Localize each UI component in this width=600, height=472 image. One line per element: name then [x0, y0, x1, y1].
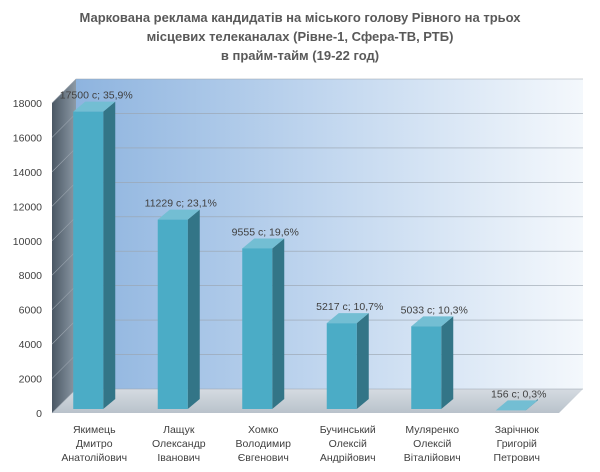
bar [495, 399, 538, 411]
bar-front [242, 248, 273, 409]
data-label: 5217 с; 10,7% [316, 301, 383, 313]
data-labels: 17500 с; 35,9% 11229 с; 23,1% 9555 с; 19,6… [60, 90, 547, 401]
bar [411, 316, 454, 409]
y-tick-label: 14000 [13, 167, 42, 179]
y-tick-label: 12000 [13, 201, 42, 213]
bar-top [157, 209, 200, 220]
bar-front [411, 326, 442, 409]
y-tick-label: 6000 [19, 305, 43, 317]
gridline [51, 78, 583, 104]
data-label: 9555 с; 19,6% [232, 226, 299, 238]
bar [73, 101, 116, 409]
bar-top [326, 313, 369, 324]
x-tick-label: Лащук Олександр Іванович [152, 424, 206, 464]
bar-top [242, 238, 285, 249]
data-label: 156 с; 0,3% [491, 388, 546, 400]
bar [326, 313, 369, 409]
x-tick-label: Якимець Дмитро Анатолійович [61, 424, 127, 464]
bar-front [326, 323, 357, 409]
bar-side [272, 238, 285, 409]
bars [73, 101, 538, 411]
x-axis-labels: Якимець Дмитро Анатолійович Лащук Олександр І… [61, 424, 540, 464]
y-tick-label: 16000 [13, 132, 42, 144]
data-label: 11229 с; 23,1% [145, 198, 217, 210]
chart-title-line: місцевих телеканалах (Рівне-1, Сфера-ТВ,… [147, 29, 454, 44]
y-tick-label: 10000 [13, 236, 42, 248]
bar-top [73, 101, 116, 112]
bar-side [103, 101, 116, 409]
bar-front [73, 111, 104, 409]
bar-front [157, 219, 188, 409]
bar [157, 209, 200, 409]
y-tick-label: 18000 [13, 98, 42, 110]
bar-top [411, 316, 454, 327]
y-tick-label: 2000 [19, 374, 43, 386]
x-tick-label: Бучинський Олексій Андрійович [320, 424, 376, 464]
data-label: 5033 с; 10,3% [401, 304, 468, 316]
x-tick-label: Муляренко Олексій Віталійович [404, 424, 461, 464]
y-tick-label: 8000 [19, 270, 43, 282]
x-tick-label: Зарічнюк Григорій Петрович [494, 424, 540, 464]
bar-side [356, 313, 369, 409]
y-tick-label: 4000 [19, 339, 43, 351]
bar [242, 238, 285, 409]
chart-back-wall [76, 79, 583, 389]
y-axis-ticks: 0 2000 4000 6000 8000 10000 12000 14000 16000 180… [13, 98, 42, 420]
chart-side-wall [52, 79, 76, 413]
y-tick-label: 0 [36, 408, 42, 420]
chart-title-line: Маркована реклама кандидатів на міського… [79, 10, 521, 25]
data-label: 17500 с; 35,9% [60, 90, 133, 102]
chart-title: Маркована реклама кандидатів на міського… [79, 10, 521, 63]
bar-top [495, 400, 538, 411]
x-tick-label: Хомко Володимир Євгенович [236, 424, 292, 464]
chart-title-line: в прайм-тайм (19-22 год) [221, 48, 379, 63]
bar-side [187, 209, 200, 409]
bar-side [441, 316, 454, 409]
